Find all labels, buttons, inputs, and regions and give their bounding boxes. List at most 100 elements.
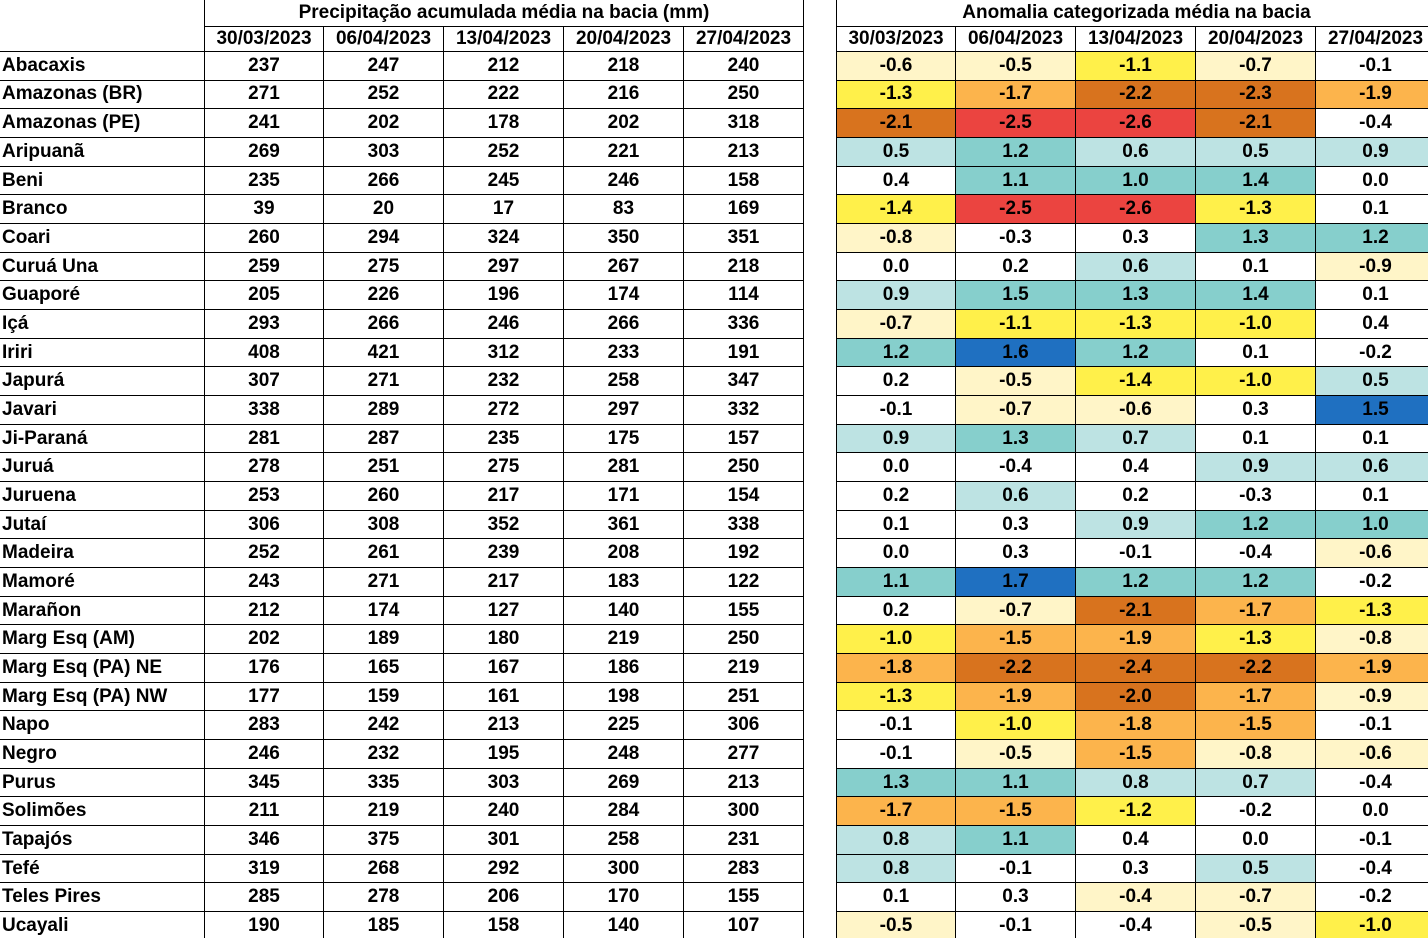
anomaly-cell: 1.4 (1196, 281, 1316, 311)
precip-cell: 251 (324, 453, 444, 483)
precip-cell: 233 (564, 338, 684, 368)
basin-name: Javari (0, 396, 204, 425)
precip-cell: 127 (444, 596, 564, 626)
precip-cell: 319 (204, 854, 324, 884)
anomaly-cell: -0.3 (1196, 482, 1316, 511)
anomaly-cell: 1.3 (956, 424, 1076, 454)
anomaly-cell: 0.2 (1076, 482, 1196, 511)
date-header: 30/03/2023 (204, 26, 324, 52)
precip-cell: 221 (564, 138, 684, 167)
precip-cell: 261 (324, 539, 444, 569)
anomaly-cell: 0.6 (1316, 453, 1428, 483)
anomaly-cell: 1.1 (956, 166, 1076, 196)
precip-cell: 140 (564, 912, 684, 938)
anomaly-cell: -1.7 (1196, 596, 1316, 626)
anomaly-cell: 1.5 (956, 281, 1076, 311)
anomaly-cell: 0.3 (956, 539, 1076, 569)
anomaly-cell: -0.7 (956, 396, 1076, 425)
precip-cell: 252 (204, 539, 324, 569)
anomaly-cell: -2.6 (1076, 109, 1196, 138)
precip-cell: 259 (204, 252, 324, 282)
basin-name: Coari (0, 224, 204, 253)
anomaly-cell: -1.3 (836, 80, 956, 110)
anomaly-cell: 1.4 (1196, 166, 1316, 196)
anomaly-cell: -0.6 (1316, 740, 1428, 769)
precip-cell: 307 (204, 367, 324, 397)
anomaly-cell: 1.2 (1196, 510, 1316, 540)
precip-cell: 346 (204, 826, 324, 855)
anomaly-cell: -0.4 (1076, 912, 1196, 938)
anomaly-cell: 0.9 (1316, 138, 1428, 167)
precip-cell: 180 (444, 625, 564, 655)
precip-cell: 183 (564, 568, 684, 597)
precip-cell: 222 (444, 80, 564, 110)
precip-cell: 303 (444, 768, 564, 798)
anomaly-cell: 0.6 (1076, 138, 1196, 167)
anomaly-cell: -2.1 (1196, 109, 1316, 138)
basin-name: Marg Esq (AM) (0, 625, 204, 655)
anomaly-cell: 0.1 (1196, 338, 1316, 368)
precip-cell: 421 (324, 338, 444, 368)
anomaly-cell: 0.0 (1316, 797, 1428, 827)
precip-cell: 243 (204, 568, 324, 597)
anomaly-cell: -0.5 (836, 912, 956, 938)
basin-name: Juruá (0, 453, 204, 483)
anomaly-cell: 0.1 (1316, 195, 1428, 224)
anomaly-cell: -1.0 (956, 711, 1076, 741)
precip-cell: 312 (444, 338, 564, 368)
precip-cell: 284 (564, 797, 684, 827)
anomaly-cell: 1.2 (1196, 568, 1316, 597)
anomaly-cell: 0.7 (1196, 768, 1316, 798)
anomaly-cell: -0.7 (1196, 883, 1316, 913)
precip-cell: 158 (684, 166, 804, 196)
anomaly-cell: 0.1 (836, 883, 956, 913)
anomaly-cell: 0.3 (1196, 396, 1316, 425)
anomaly-cell: -0.3 (956, 224, 1076, 253)
basin-name: Ucayali (0, 912, 204, 938)
precip-cell: 178 (444, 109, 564, 138)
precip-cell: 347 (684, 367, 804, 397)
anomaly-cell: -1.3 (836, 682, 956, 712)
precip-cell: 122 (684, 568, 804, 597)
anomaly-cell: -0.5 (956, 52, 1076, 81)
anomaly-cell: -1.3 (1196, 625, 1316, 655)
precip-cell: 266 (564, 310, 684, 339)
anomaly-cell: -0.1 (836, 396, 956, 425)
basin-name: Solimões (0, 797, 204, 827)
anomaly-cell: 1.3 (1196, 224, 1316, 253)
anomaly-cell: -0.7 (836, 310, 956, 339)
precip-cell: 240 (684, 52, 804, 81)
basin-name: Madeira (0, 539, 204, 569)
precip-cell: 176 (204, 654, 324, 683)
precip-cell: 174 (324, 596, 444, 626)
basin-name: Abacaxis (0, 52, 204, 81)
precip-cell: 174 (564, 281, 684, 311)
anomaly-cell: -1.9 (956, 682, 1076, 712)
precip-cell: 271 (204, 80, 324, 110)
anomaly-cell: -0.1 (1316, 826, 1428, 855)
anomaly-cell: -1.5 (1076, 740, 1196, 769)
precip-cell: 190 (204, 912, 324, 938)
anomaly-cell: -0.6 (1316, 539, 1428, 569)
precip-cell: 202 (324, 109, 444, 138)
precip-cell: 155 (684, 596, 804, 626)
basin-name: Marg Esq (PA) NE (0, 654, 204, 683)
precip-cell: 271 (324, 568, 444, 597)
anomaly-cell: -1.5 (956, 625, 1076, 655)
precip-cell: 159 (324, 682, 444, 712)
anomaly-cell: -2.5 (956, 109, 1076, 138)
precip-cell: 158 (444, 912, 564, 938)
precip-cell: 336 (684, 310, 804, 339)
precip-cell: 198 (564, 682, 684, 712)
precip-cell: 253 (204, 482, 324, 511)
precip-cell: 324 (444, 224, 564, 253)
basin-name: Negro (0, 740, 204, 769)
basin-name: Guaporé (0, 281, 204, 311)
precip-cell: 375 (324, 826, 444, 855)
precip-cell: 266 (324, 166, 444, 196)
anomaly-cell: 0.8 (836, 854, 956, 884)
precip-cell: 170 (564, 883, 684, 913)
precip-cell: 171 (564, 482, 684, 511)
anomaly-cell: -1.8 (836, 654, 956, 683)
anomaly-cell: 1.2 (836, 338, 956, 368)
